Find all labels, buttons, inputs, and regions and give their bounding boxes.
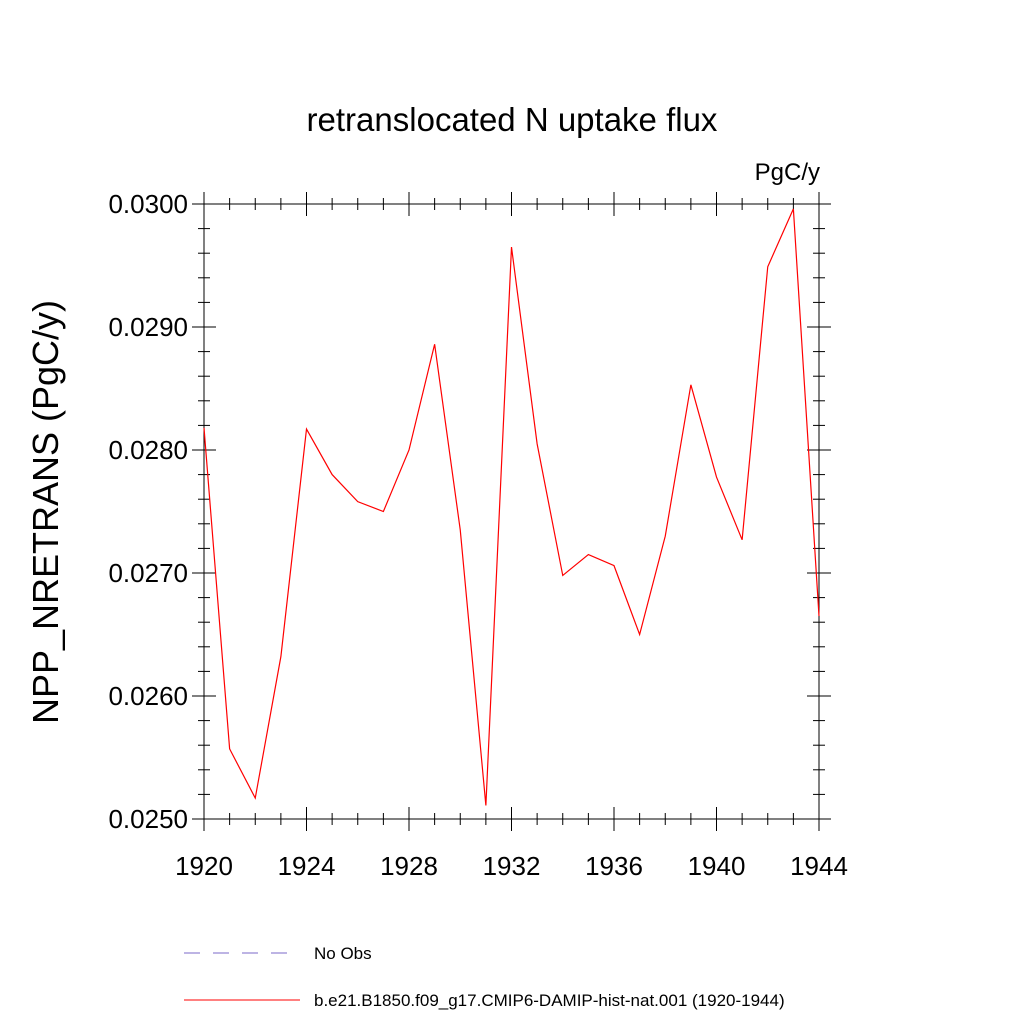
y-tick-label: 0.0290 (108, 312, 188, 342)
legend: No Obs b.e21.B1850.f09_g17.CMIP6-DAMIP-hi… (184, 944, 785, 1010)
x-tick-label: 1924 (278, 851, 336, 881)
x-tick-label: 1936 (585, 851, 643, 881)
series-layer (203, 208, 820, 806)
x-tick-label: 1944 (790, 851, 848, 881)
y-tick-label: 0.0270 (108, 558, 188, 588)
x-tick-label: 1932 (483, 851, 541, 881)
series-line (203, 208, 820, 806)
x-axis-ticks: 1920 1924 1928 1932 1936 1940 1944 (175, 192, 848, 881)
legend-label: No Obs (314, 944, 372, 963)
y-axis-ticks: 0.0250 0.0260 0.0270 0.0280 0.0290 0.0300 (108, 189, 831, 834)
x-tick-label: 1940 (688, 851, 746, 881)
x-tick-label: 1928 (380, 851, 438, 881)
y-tick-label: 0.0250 (108, 804, 188, 834)
x-tick-label: 1920 (175, 851, 233, 881)
y-tick-label: 0.0280 (108, 435, 188, 465)
y-tick-label: 0.0300 (108, 189, 188, 219)
plot-frame (203, 203, 820, 820)
units-label: PgC/y (755, 159, 820, 186)
legend-label: b.e21.B1850.f09_g17.CMIP6-DAMIP-hist-nat… (314, 991, 785, 1010)
y-tick-label: 0.0260 (108, 681, 188, 711)
chart-title: retranslocated N uptake flux (307, 101, 718, 138)
y-axis-label: NPP_NRETRANS (PgC/y) (25, 300, 66, 724)
